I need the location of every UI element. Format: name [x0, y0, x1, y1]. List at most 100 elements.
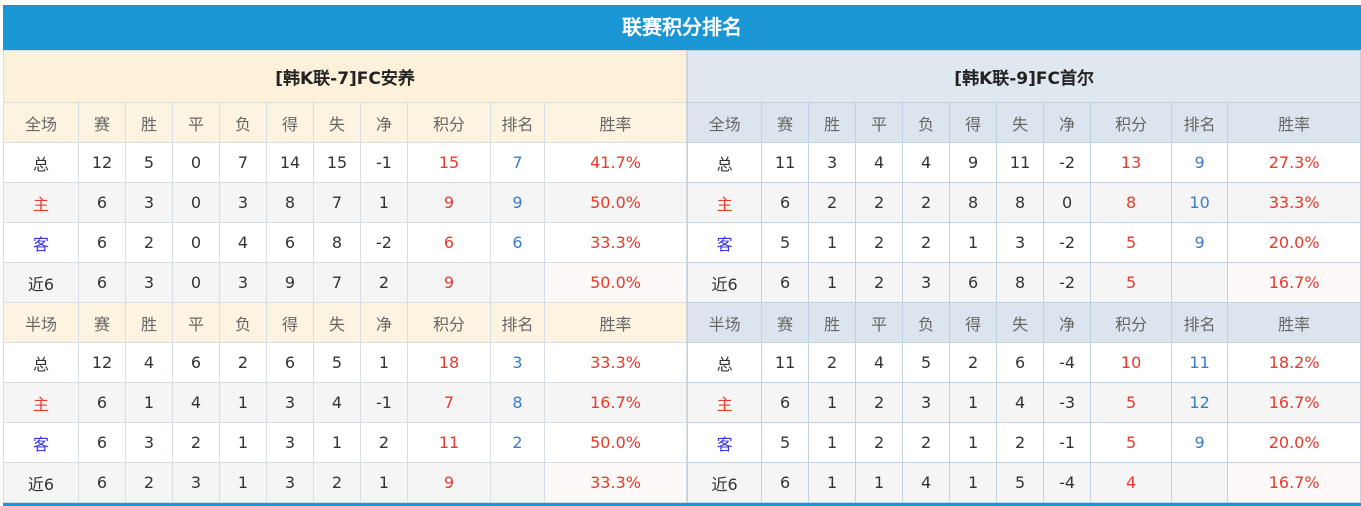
- cell: 50.0%: [543, 422, 688, 463]
- cell: 4: [996, 382, 1045, 423]
- column-header: 半场: [3, 302, 79, 343]
- cell: 2: [902, 182, 951, 223]
- cell: 总: [687, 342, 763, 383]
- cell: 客: [3, 222, 79, 263]
- cell: 主: [687, 382, 763, 423]
- column-header: 赛: [761, 302, 810, 343]
- column-header: 净: [1043, 302, 1092, 343]
- cell: 主: [687, 182, 763, 223]
- cell: 20.0%: [1227, 222, 1361, 263]
- column-header: 积分: [407, 302, 491, 343]
- cell: 4: [172, 382, 220, 423]
- cell: 2: [219, 342, 267, 383]
- cell: 13: [1090, 142, 1173, 183]
- team-name[interactable]: [韩K联-7]FC安养: [2, 50, 688, 103]
- cell: 11: [761, 142, 810, 183]
- cell: 12: [78, 342, 126, 383]
- cell: 6: [78, 382, 126, 423]
- cell: 2: [949, 342, 998, 383]
- cell: 近6: [3, 262, 79, 303]
- cell: 5: [1090, 222, 1173, 263]
- cell: 4: [1090, 462, 1173, 503]
- cell: 8: [996, 182, 1045, 223]
- cell: 3: [266, 462, 314, 503]
- column-header: 平: [855, 102, 904, 143]
- cell: 近6: [687, 262, 763, 303]
- cell: 9: [407, 262, 491, 303]
- cell: 7: [313, 182, 361, 223]
- cell: 1: [219, 422, 267, 463]
- cell: -1: [360, 142, 408, 183]
- cell: 1: [219, 462, 267, 503]
- cell: 14: [266, 142, 314, 183]
- table-row: 主 6 1 4 1 3 4 -1 7 8 16.7%: [3, 382, 688, 423]
- cell: 2: [996, 422, 1045, 463]
- cell: 5: [313, 342, 361, 383]
- column-header: 净: [360, 102, 408, 143]
- cell: 主: [3, 382, 79, 423]
- cell: 8: [1090, 182, 1173, 223]
- cell: -2: [1043, 222, 1092, 263]
- cell: 1: [949, 222, 998, 263]
- column-header: 净: [1043, 102, 1092, 143]
- cell: 50.0%: [543, 182, 688, 223]
- column-header: 胜率: [1227, 302, 1361, 343]
- cell: 2: [855, 182, 904, 223]
- table-row: 近6 6 3 0 3 9 7 2 9 50.0%: [3, 262, 688, 303]
- cell: 10: [1090, 342, 1173, 383]
- cell: 0: [1043, 182, 1092, 223]
- cell: -4: [1043, 462, 1092, 503]
- cell: 7: [407, 382, 491, 423]
- cell: 7: [219, 142, 267, 183]
- table-row: 主 6 2 2 2 8 8 0 8 10 33.3%: [687, 182, 1361, 223]
- cell: 1: [808, 462, 857, 503]
- team-standings-table: [韩K联-7]FC安养 全场赛胜平负得失净积分 排名 胜率总 12 5 0 7 14 15 -1 15…: [2, 50, 688, 503]
- cell: 0: [172, 262, 220, 303]
- cell: 2: [360, 422, 408, 463]
- cell: 10: [1171, 182, 1229, 223]
- cell: 5: [761, 222, 810, 263]
- cell: [1171, 262, 1229, 303]
- column-header: 胜: [808, 302, 857, 343]
- table-row: 客 5 1 2 2 1 3 -2 5 9 20.0%: [687, 222, 1361, 263]
- column-header: 失: [996, 102, 1045, 143]
- cell: 1: [808, 222, 857, 263]
- cell: -2: [1043, 142, 1092, 183]
- cell: -1: [1043, 422, 1092, 463]
- cell: 3: [996, 222, 1045, 263]
- cell: 50.0%: [543, 262, 688, 303]
- column-header-row: 半场赛胜平负得失净积分 排名 胜率: [687, 302, 1361, 343]
- cell: 6: [266, 222, 314, 263]
- cell: 5: [1090, 382, 1173, 423]
- table-row: 近6 6 1 2 3 6 8 -2 5 16.7%: [687, 262, 1361, 303]
- cell: 7: [313, 262, 361, 303]
- column-header: 赛: [78, 102, 126, 143]
- cell: 客: [687, 422, 763, 463]
- cell: 2: [490, 422, 545, 463]
- cell: 8: [996, 262, 1045, 303]
- column-header: 排名: [490, 302, 545, 343]
- column-header: 平: [855, 302, 904, 343]
- team-name[interactable]: [韩K联-9]FC首尔: [687, 50, 1361, 103]
- column-header: 平: [172, 102, 220, 143]
- cell: 1: [808, 262, 857, 303]
- cell: 6: [761, 382, 810, 423]
- cell: 1: [808, 422, 857, 463]
- cell: 4: [125, 342, 173, 383]
- column-header: 得: [949, 102, 998, 143]
- cell: 3: [266, 422, 314, 463]
- cell: 1: [949, 422, 998, 463]
- column-header: 积分: [407, 102, 491, 143]
- cell: 11: [1171, 342, 1229, 383]
- cell: 1: [360, 182, 408, 223]
- cell: 2: [902, 222, 951, 263]
- cell: 2: [902, 422, 951, 463]
- cell: 6: [407, 222, 491, 263]
- cell: 9: [407, 462, 491, 503]
- cell: 6: [949, 262, 998, 303]
- cell: 7: [490, 142, 545, 183]
- cell: 5: [902, 342, 951, 383]
- column-header: 胜: [125, 302, 173, 343]
- cell: 6: [78, 422, 126, 463]
- cell: 1: [808, 382, 857, 423]
